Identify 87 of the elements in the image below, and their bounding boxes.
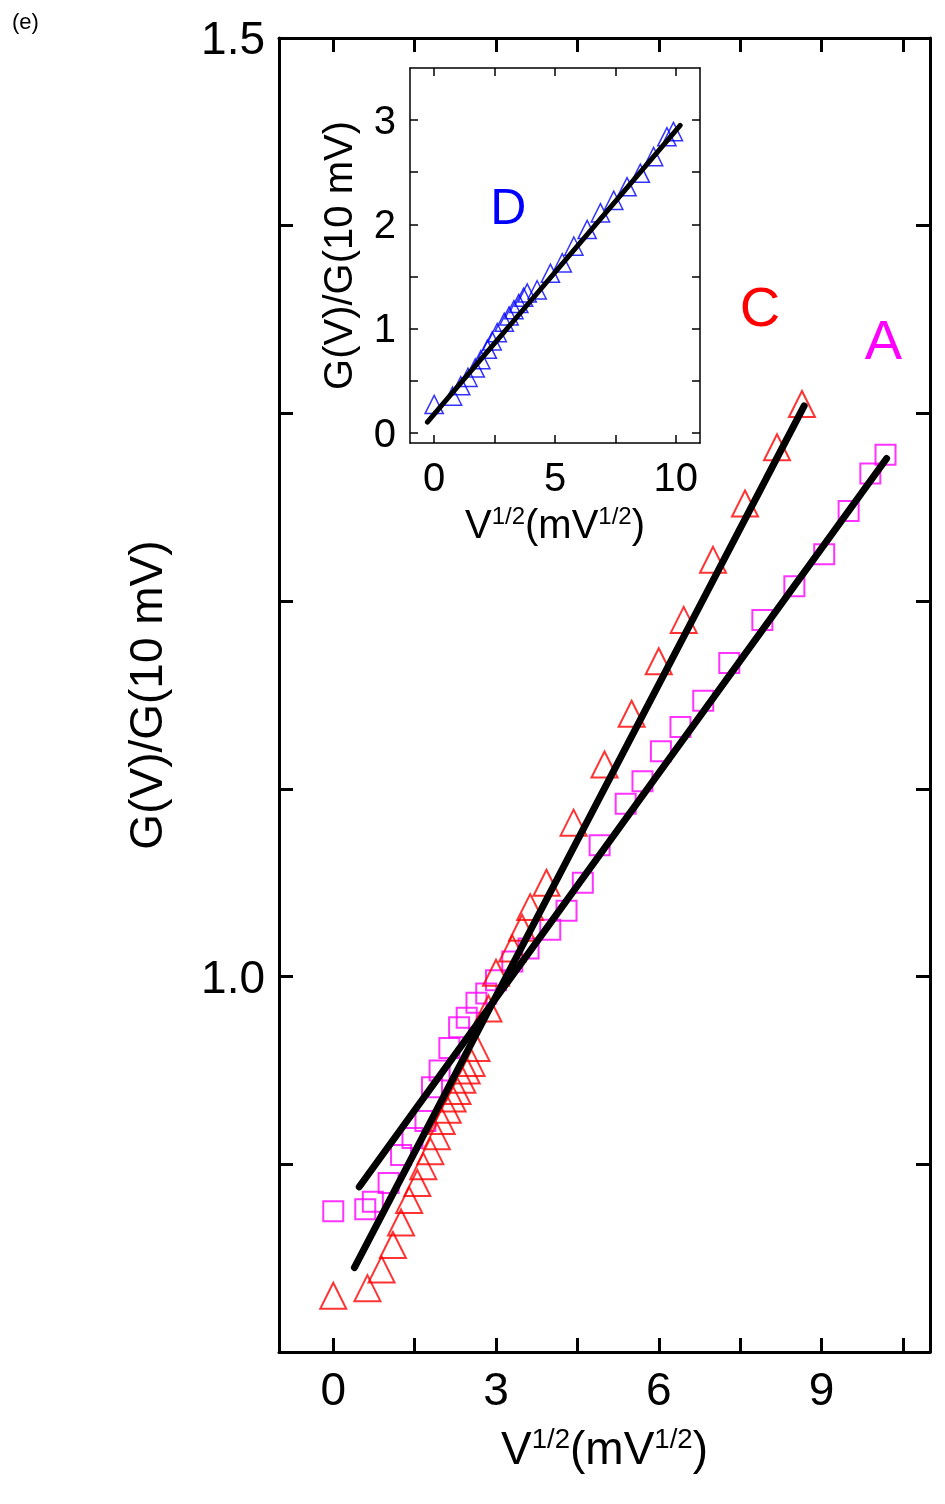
point	[813, 543, 836, 566]
x-tick-label: 0	[423, 455, 446, 499]
point	[427, 1107, 456, 1136]
point	[378, 1231, 407, 1259]
point	[590, 202, 611, 223]
point	[487, 322, 508, 343]
point	[409, 1152, 438, 1181]
point	[322, 1200, 345, 1223]
x-tick-label: 0	[320, 1363, 347, 1415]
point	[527, 280, 547, 300]
point	[361, 1190, 384, 1213]
point	[644, 647, 673, 676]
point	[482, 331, 503, 351]
point	[499, 306, 519, 326]
point	[669, 715, 692, 738]
point	[517, 283, 538, 303]
point	[699, 545, 727, 574]
point	[367, 1255, 396, 1284]
series-label: A	[864, 308, 903, 372]
point	[474, 994, 503, 1023]
point	[516, 893, 545, 922]
y-tick-label: 1	[373, 306, 396, 351]
point	[494, 312, 515, 333]
point	[837, 500, 860, 523]
point	[617, 699, 646, 728]
point	[424, 394, 445, 415]
point	[731, 489, 760, 518]
point	[539, 918, 562, 941]
point	[387, 1208, 416, 1237]
point	[564, 236, 584, 256]
y-tick-label: 1.0	[201, 950, 265, 1003]
point	[353, 1274, 382, 1303]
point	[552, 252, 573, 273]
point	[874, 443, 897, 466]
point	[751, 608, 774, 631]
point	[448, 1065, 477, 1094]
point	[718, 652, 741, 675]
point	[617, 176, 637, 197]
series-label: D	[490, 178, 527, 235]
point	[559, 808, 588, 837]
x-tick-label: 9	[808, 1363, 835, 1415]
y-axis-title: G(V)/G(10 mV)	[316, 121, 360, 390]
point	[470, 349, 491, 370]
point	[571, 871, 594, 894]
point	[457, 1048, 486, 1077]
point	[403, 1169, 432, 1198]
point	[428, 1059, 451, 1082]
point	[763, 433, 792, 462]
point	[477, 339, 498, 360]
text: (e)	[12, 8, 39, 34]
point	[540, 263, 561, 284]
series-label: C	[739, 274, 781, 338]
point	[443, 1077, 472, 1106]
point	[508, 913, 537, 942]
point	[669, 605, 698, 634]
point	[577, 219, 597, 240]
point	[532, 868, 561, 897]
point	[433, 1095, 462, 1124]
point	[657, 126, 677, 147]
point	[448, 1016, 471, 1039]
point	[438, 1036, 461, 1059]
point	[590, 750, 619, 779]
point	[692, 689, 715, 712]
x-tick-label: 3	[483, 1363, 509, 1415]
point	[395, 1185, 424, 1214]
point	[663, 121, 684, 142]
point	[787, 390, 816, 419]
point	[859, 462, 882, 485]
point	[588, 834, 611, 857]
y-tick-label: 1.5	[201, 12, 265, 64]
point	[416, 1137, 445, 1166]
point	[422, 1122, 451, 1151]
point	[508, 293, 529, 314]
point	[354, 1198, 377, 1221]
point	[513, 287, 534, 308]
x-tick-label: 10	[653, 455, 699, 499]
point	[319, 1281, 348, 1310]
point	[420, 1076, 443, 1099]
y-tick-label: 2	[373, 202, 396, 247]
y-tick-label: 3	[373, 98, 396, 143]
y-tick-label: 0	[373, 410, 396, 455]
y-axis-title: G(V)/G(10 mV)	[120, 540, 172, 850]
x-tick-label: 5	[543, 455, 567, 499]
point	[504, 299, 524, 320]
x-tick-label: 6	[645, 1363, 672, 1415]
point	[603, 190, 624, 211]
point	[783, 575, 806, 598]
